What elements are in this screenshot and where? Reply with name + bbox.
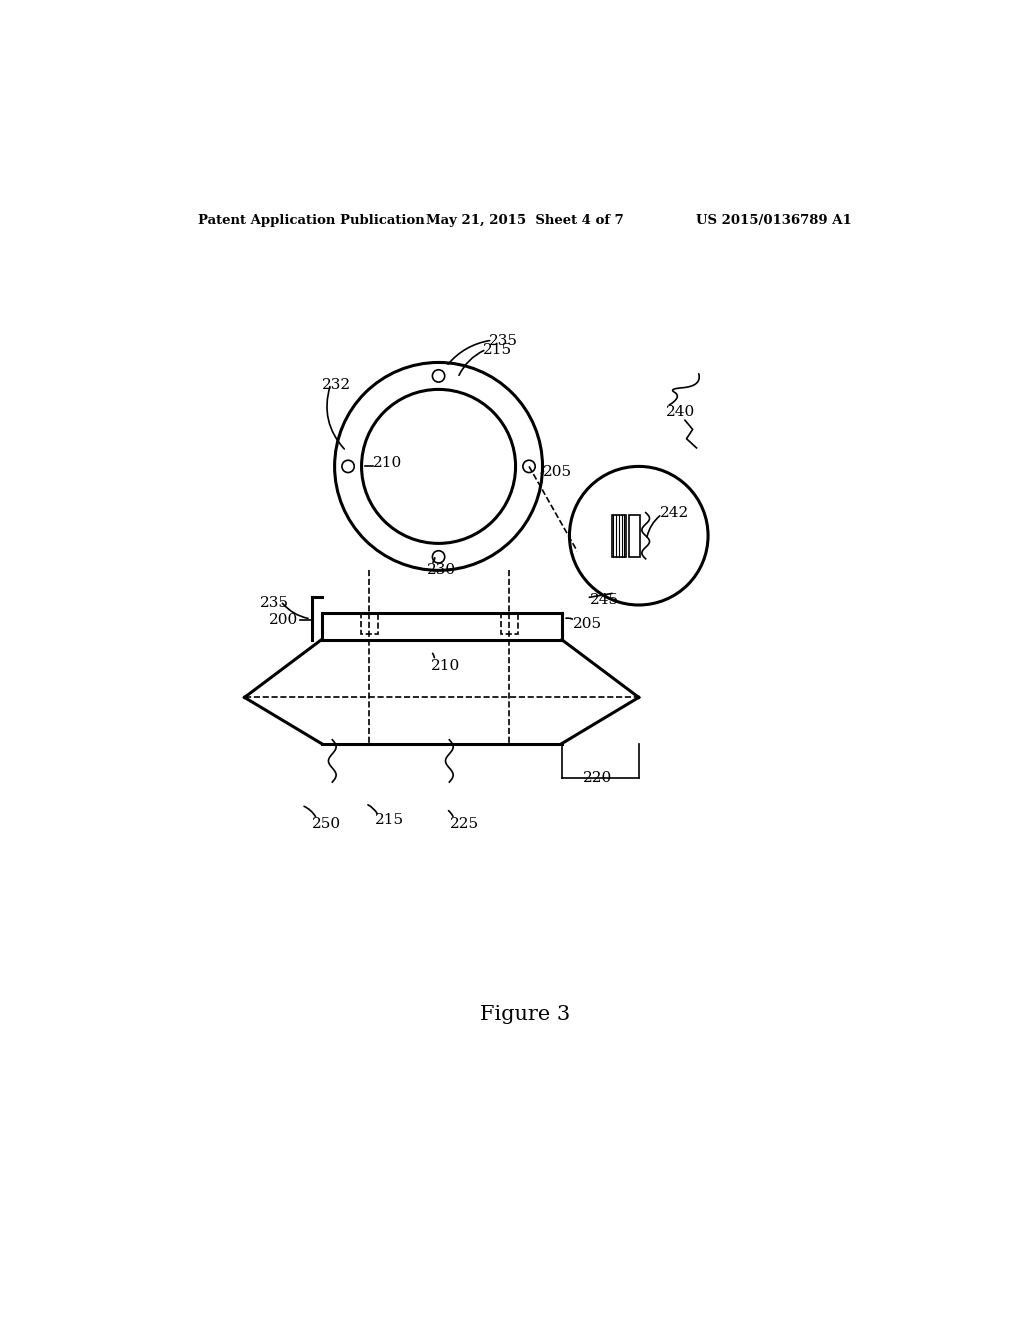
Text: 235: 235 bbox=[489, 334, 518, 348]
Text: 200: 200 bbox=[269, 614, 298, 627]
Text: Patent Application Publication: Patent Application Publication bbox=[199, 214, 425, 227]
Text: 245: 245 bbox=[590, 594, 618, 607]
Text: 210: 210 bbox=[431, 659, 460, 673]
Text: May 21, 2015  Sheet 4 of 7: May 21, 2015 Sheet 4 of 7 bbox=[426, 214, 624, 227]
Text: Figure 3: Figure 3 bbox=[479, 1006, 570, 1024]
Text: 225: 225 bbox=[451, 817, 479, 830]
Text: 205: 205 bbox=[544, 465, 572, 479]
Text: 240: 240 bbox=[666, 405, 695, 418]
Bar bbox=[629, 515, 640, 557]
Text: 215: 215 bbox=[483, 343, 512, 358]
Text: 230: 230 bbox=[427, 562, 456, 577]
Text: 235: 235 bbox=[260, 595, 289, 610]
Text: 242: 242 bbox=[660, 506, 689, 520]
Text: 250: 250 bbox=[311, 817, 341, 830]
Text: 205: 205 bbox=[573, 616, 602, 631]
Text: US 2015/0136789 A1: US 2015/0136789 A1 bbox=[695, 214, 851, 227]
Bar bbox=[360, 612, 378, 635]
Bar bbox=[501, 612, 518, 635]
Bar bbox=[611, 515, 626, 557]
Text: 232: 232 bbox=[322, 378, 350, 392]
Text: 215: 215 bbox=[376, 813, 404, 826]
Text: 220: 220 bbox=[584, 771, 612, 785]
Text: 210: 210 bbox=[373, 455, 402, 470]
